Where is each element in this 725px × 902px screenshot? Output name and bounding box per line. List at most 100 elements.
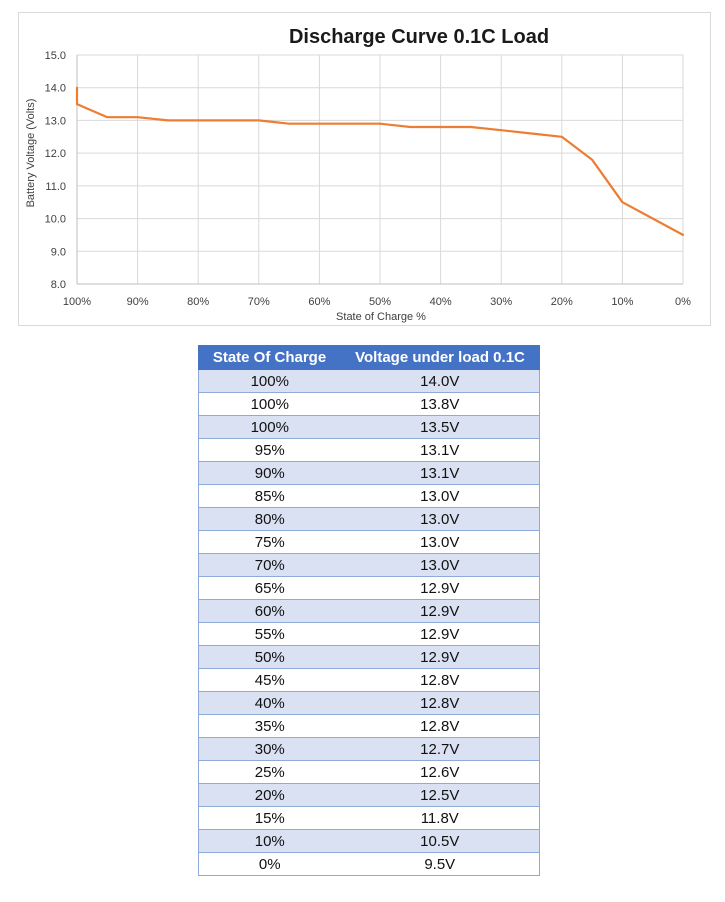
chart-frame: Discharge Curve 0.1C Load 15.0 14.0 13.0 12… [18,12,711,326]
voltage-cell: 12.8V [340,668,540,692]
state-of-charge-cell: 25% [198,760,341,784]
state-of-charge-cell: 80% [198,507,341,531]
y-axis-title: Battery Voltage (Volts) [25,99,37,208]
voltage-cell: 13.1V [340,438,540,462]
x-tick-label: 10% [611,296,633,308]
table-row: 85% 13.0V [198,484,540,508]
state-of-charge-cell: 75% [198,530,341,554]
state-of-charge-cell: 55% [198,622,341,646]
y-tick-label: 8.0 [51,279,66,291]
y-tick-label: 13.0 [45,115,66,127]
x-tick-labels: 100% 90% 80% 70% 60% 50% 40% 30% 20% 10% 0% [63,296,691,308]
table-row: 40% 12.8V [198,691,540,715]
table-row: 10% 10.5V [198,829,540,853]
discharge-chart: Discharge Curve 0.1C Load 15.0 14.0 13.0 12… [25,26,691,323]
table-row: 100% 13.8V [198,392,540,416]
x-tick-label: 70% [248,296,270,308]
table-row: 100% 13.5V [198,415,540,439]
voltage-cell: 12.5V [340,783,540,807]
y-tick-label: 9.0 [51,246,66,258]
voltage-cell: 9.5V [340,852,540,876]
state-of-charge-cell: 65% [198,576,341,600]
voltage-cell: 13.8V [340,392,540,416]
y-tick-label: 15.0 [45,50,66,62]
state-of-charge-cell: 95% [198,438,341,462]
table-row: 75% 13.0V [198,530,540,554]
state-of-charge-cell: 70% [198,553,341,577]
series-line [75,86,685,236]
header-voltage: Voltage under load 0.1C [340,345,540,370]
table-body: 100% 14.0V 100% 13.8V 100% 13.5V 95% 13.1V 90% 13… [198,369,540,876]
state-of-charge-cell: 45% [198,668,341,692]
voltage-cell: 13.1V [340,461,540,485]
state-of-charge-cell: 50% [198,645,341,669]
state-of-charge-cell: 0% [198,852,341,876]
series-line-group [75,86,685,236]
y-tick-label: 12.0 [45,148,66,160]
y-tick-label: 11.0 [45,181,66,193]
voltage-cell: 12.8V [340,691,540,715]
voltage-cell: 10.5V [340,829,540,853]
table-row: 0% 9.5V [198,852,540,876]
table-row: 30% 12.7V [198,737,540,761]
table-row: 20% 12.5V [198,783,540,807]
table-row: 45% 12.8V [198,668,540,692]
x-tick-label: 60% [308,296,330,308]
discharge-table: State Of Charge Voltage under load 0.1C … [198,345,540,876]
y-tick-label: 10.0 [45,214,66,226]
voltage-cell: 11.8V [340,806,540,830]
table-row: 60% 12.9V [198,599,540,623]
state-of-charge-cell: 40% [198,691,341,715]
y-tick-labels: 15.0 14.0 13.0 12.0 11.0 10.0 9.0 8.0 [45,50,66,291]
state-of-charge-cell: 90% [198,461,341,485]
table-row: 95% 13.1V [198,438,540,462]
voltage-cell: 14.0V [340,369,540,393]
voltage-cell: 13.0V [340,507,540,531]
voltage-cell: 12.9V [340,622,540,646]
x-tick-label: 90% [127,296,149,308]
state-of-charge-cell: 15% [198,806,341,830]
x-tick-label: 30% [490,296,512,308]
state-of-charge-cell: 100% [198,415,341,439]
x-tick-label: 100% [63,296,91,308]
table-row: 35% 12.8V [198,714,540,738]
voltage-cell: 13.0V [340,484,540,508]
voltage-cell: 12.9V [340,576,540,600]
state-of-charge-cell: 60% [198,599,341,623]
x-tick-label: 50% [369,296,391,308]
y-tick-label: 14.0 [45,83,66,95]
state-of-charge-cell: 10% [198,829,341,853]
header-state-of-charge: State Of Charge [198,345,341,370]
table-row: 50% 12.9V [198,645,540,669]
table-row: 90% 13.1V [198,461,540,485]
table-row: 65% 12.9V [198,576,540,600]
chart-title: Discharge Curve 0.1C Load [289,26,549,48]
voltage-cell: 13.0V [340,530,540,554]
x-tick-label: 80% [187,296,209,308]
x-tick-label: 40% [430,296,452,308]
x-axis-title: State of Charge % [336,311,426,323]
voltage-cell: 12.9V [340,599,540,623]
voltage-cell: 13.0V [340,553,540,577]
state-of-charge-cell: 35% [198,714,341,738]
table-row: 80% 13.0V [198,507,540,531]
state-of-charge-cell: 20% [198,783,341,807]
state-of-charge-cell: 100% [198,369,341,393]
voltage-cell: 12.7V [340,737,540,761]
table-row: 55% 12.9V [198,622,540,646]
state-of-charge-cell: 30% [198,737,341,761]
table-row: 15% 11.8V [198,806,540,830]
voltage-cell: 12.8V [340,714,540,738]
voltage-cell: 13.5V [340,415,540,439]
x-tick-label: 0% [675,296,691,308]
state-of-charge-cell: 100% [198,392,341,416]
table-row: 70% 13.0V [198,553,540,577]
table-header-row: State Of Charge Voltage under load 0.1C [198,345,540,370]
x-tick-label: 20% [551,296,573,308]
table-row: 100% 14.0V [198,369,540,393]
state-of-charge-cell: 85% [198,484,341,508]
gridlines [77,54,684,284]
voltage-cell: 12.9V [340,645,540,669]
voltage-cell: 12.6V [340,760,540,784]
table-row: 25% 12.6V [198,760,540,784]
